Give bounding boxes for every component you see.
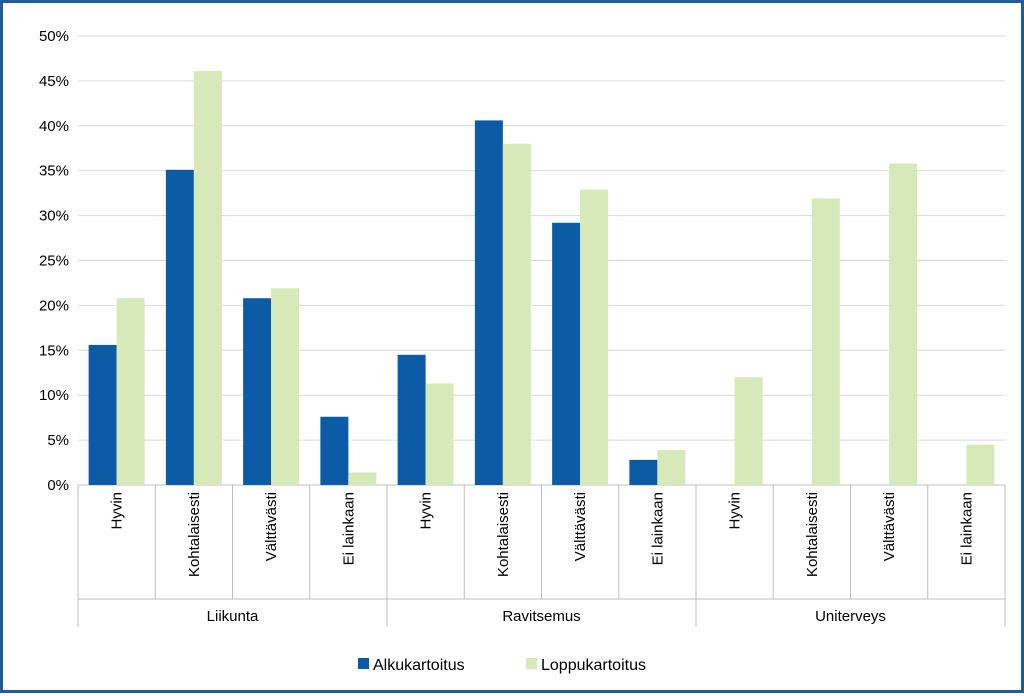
category-label: Ei lainkaan bbox=[958, 492, 975, 565]
y-tick-label: 15% bbox=[39, 342, 69, 359]
bar-loppukartoitus bbox=[502, 143, 531, 485]
bar-loppukartoitus bbox=[657, 449, 686, 485]
bar-loppukartoitus bbox=[348, 472, 377, 485]
bar-chart: 0% 5% 10% 15% 20% 25% 30% 35% 40% 45% 50% Hyvin Koht… bbox=[39, 28, 1006, 674]
bar-loppukartoitus bbox=[116, 298, 145, 485]
y-tick-label: 10% bbox=[39, 387, 69, 404]
bar-loppukartoitus bbox=[889, 163, 918, 486]
category-label: Kohtalaisesti bbox=[495, 492, 512, 577]
legend-swatch bbox=[526, 658, 537, 669]
bar-alkukartoitus bbox=[320, 416, 349, 485]
group-label: Liikunta bbox=[207, 608, 259, 625]
category-label: Kohtalaisesti bbox=[186, 492, 203, 577]
group-label: Ravitsemus bbox=[502, 608, 580, 625]
bar-loppukartoitus bbox=[193, 71, 222, 485]
legend-label: Loppukartoitus bbox=[541, 657, 646, 674]
y-tick-label: 30% bbox=[39, 208, 69, 225]
bar-loppukartoitus bbox=[271, 288, 300, 485]
y-tick-label: 40% bbox=[39, 118, 69, 135]
y-tick-label: 50% bbox=[39, 28, 69, 45]
y-tick-label: 5% bbox=[47, 432, 69, 449]
group-label: Uniterveys bbox=[815, 608, 886, 625]
bar-alkukartoitus bbox=[552, 222, 581, 485]
bar-loppukartoitus bbox=[966, 444, 995, 485]
bar-loppukartoitus bbox=[425, 383, 454, 485]
category-label: Välttävästi bbox=[572, 492, 589, 561]
bar-loppukartoitus bbox=[580, 189, 609, 486]
y-tick-label: 35% bbox=[39, 163, 69, 180]
category-label: Välttävästi bbox=[881, 492, 898, 561]
y-tick-label: 25% bbox=[39, 253, 69, 270]
category-label: Hyvin bbox=[418, 492, 435, 530]
category-label: Välttävästi bbox=[263, 492, 280, 561]
category-label: Hyvin bbox=[727, 492, 744, 530]
legend-swatch bbox=[358, 658, 369, 669]
category-label: Ei lainkaan bbox=[340, 492, 357, 565]
bar-alkukartoitus bbox=[243, 298, 272, 485]
bar-alkukartoitus bbox=[474, 120, 503, 486]
bar-loppukartoitus bbox=[811, 198, 840, 485]
y-tick-label: 20% bbox=[39, 297, 69, 314]
bar-loppukartoitus bbox=[734, 377, 763, 485]
bar-alkukartoitus bbox=[88, 344, 117, 485]
category-label: Kohtalaisesti bbox=[804, 492, 821, 577]
y-tick-label: 45% bbox=[39, 73, 69, 90]
category-label: Ei lainkaan bbox=[649, 492, 666, 565]
legend-label: Alkukartoitus bbox=[373, 657, 465, 674]
bar-alkukartoitus bbox=[165, 169, 194, 485]
category-label: Hyvin bbox=[109, 492, 126, 530]
bar-alkukartoitus bbox=[397, 354, 426, 485]
y-tick-label: 0% bbox=[47, 477, 69, 494]
bar-alkukartoitus bbox=[629, 459, 658, 485]
